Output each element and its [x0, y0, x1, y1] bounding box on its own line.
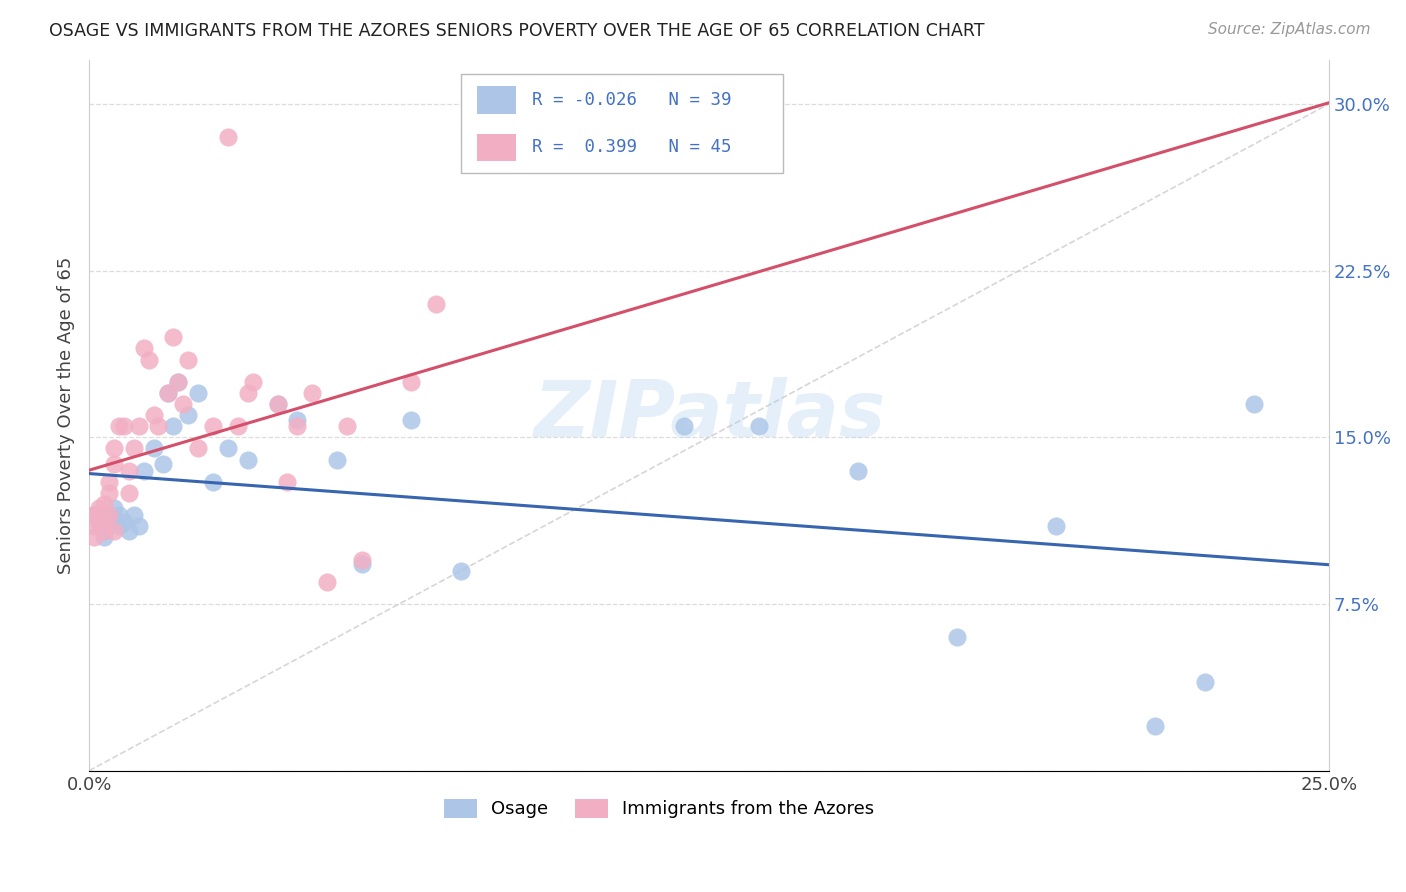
Point	[336, 419, 359, 434]
Point	[152, 457, 174, 471]
Point	[326, 452, 349, 467]
Point	[97, 486, 120, 500]
Point	[118, 486, 141, 500]
Point	[108, 508, 131, 523]
Point	[167, 375, 190, 389]
Point	[93, 512, 115, 526]
Point	[401, 375, 423, 389]
Point	[132, 464, 155, 478]
Point	[266, 397, 288, 411]
Point	[187, 442, 209, 456]
Point	[97, 508, 120, 523]
Point	[87, 515, 110, 529]
Point	[285, 412, 308, 426]
Point	[128, 519, 150, 533]
Point	[1194, 674, 1216, 689]
Point	[112, 515, 135, 529]
Point	[108, 519, 131, 533]
Point	[1045, 519, 1067, 533]
Point	[673, 419, 696, 434]
Point	[266, 397, 288, 411]
Point	[1144, 719, 1167, 733]
Point	[93, 524, 115, 538]
Point	[138, 352, 160, 367]
Point	[97, 515, 120, 529]
Point	[97, 508, 120, 523]
Point	[217, 130, 239, 145]
Point	[83, 519, 105, 533]
Point	[276, 475, 298, 489]
Point	[97, 475, 120, 489]
Y-axis label: Seniors Poverty Over the Age of 65: Seniors Poverty Over the Age of 65	[58, 257, 75, 574]
Point	[157, 385, 180, 400]
Point	[83, 530, 105, 544]
Point	[316, 574, 339, 589]
Point	[93, 530, 115, 544]
Point	[108, 419, 131, 434]
Point	[103, 524, 125, 538]
Point	[236, 452, 259, 467]
Point	[142, 442, 165, 456]
Point	[93, 524, 115, 538]
Point	[167, 375, 190, 389]
Text: OSAGE VS IMMIGRANTS FROM THE AZORES SENIORS POVERTY OVER THE AGE OF 65 CORRELATI: OSAGE VS IMMIGRANTS FROM THE AZORES SENI…	[49, 22, 984, 40]
Point	[103, 512, 125, 526]
Point	[401, 412, 423, 426]
Point	[128, 419, 150, 434]
Point	[425, 297, 447, 311]
Point	[87, 501, 110, 516]
Point	[217, 442, 239, 456]
Point	[242, 375, 264, 389]
Point	[162, 330, 184, 344]
Point	[103, 457, 125, 471]
Point	[87, 515, 110, 529]
Point	[118, 464, 141, 478]
Point	[83, 508, 105, 523]
Point	[118, 524, 141, 538]
Point	[142, 408, 165, 422]
Point	[122, 442, 145, 456]
Point	[103, 501, 125, 516]
Point	[202, 419, 225, 434]
Point	[87, 508, 110, 523]
Point	[162, 419, 184, 434]
Point	[172, 397, 194, 411]
Point	[93, 497, 115, 511]
Point	[187, 385, 209, 400]
Text: Source: ZipAtlas.com: Source: ZipAtlas.com	[1208, 22, 1371, 37]
Point	[157, 385, 180, 400]
Point	[946, 631, 969, 645]
Point	[132, 342, 155, 356]
Point	[226, 419, 249, 434]
Point	[1243, 397, 1265, 411]
Point	[122, 508, 145, 523]
Point	[83, 508, 105, 523]
Point	[285, 419, 308, 434]
Text: ZIPatlas: ZIPatlas	[533, 377, 884, 453]
Point	[177, 408, 200, 422]
Point	[350, 557, 373, 571]
Point	[236, 385, 259, 400]
Point	[148, 419, 170, 434]
Point	[450, 564, 472, 578]
Legend: Osage, Immigrants from the Azores: Osage, Immigrants from the Azores	[437, 792, 882, 826]
Point	[846, 464, 869, 478]
Point	[202, 475, 225, 489]
Point	[747, 419, 769, 434]
Point	[177, 352, 200, 367]
Point	[350, 552, 373, 566]
Point	[103, 442, 125, 456]
Point	[301, 385, 323, 400]
Point	[112, 419, 135, 434]
